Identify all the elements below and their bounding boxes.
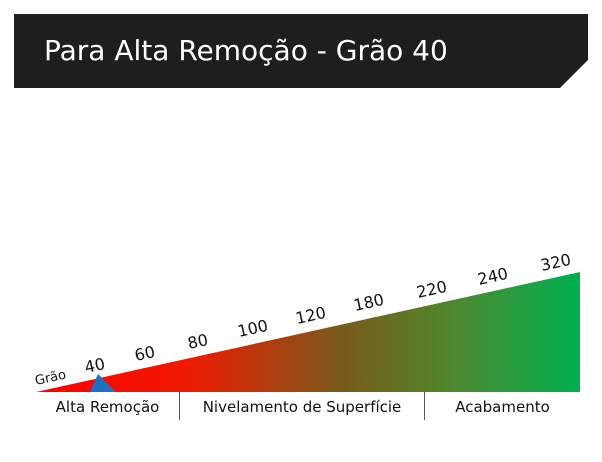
grit-label-320: 320 bbox=[539, 250, 573, 275]
grit-label-240: 240 bbox=[476, 264, 510, 289]
section-acabamento: Acabamento bbox=[455, 398, 550, 416]
section-nivelamento: Nivelamento de Superfície bbox=[202, 398, 402, 416]
section-divider bbox=[424, 392, 425, 420]
grit-label-120: 120 bbox=[294, 303, 328, 328]
section-divider bbox=[179, 392, 180, 420]
grit-label-180: 180 bbox=[352, 290, 386, 315]
grit-label-60: 60 bbox=[133, 342, 157, 365]
title-banner: Para Alta Remoção - Grão 40 bbox=[14, 14, 588, 88]
grit-label-80: 80 bbox=[186, 330, 210, 353]
grit-label-100: 100 bbox=[236, 316, 270, 341]
selected-grit-marker bbox=[90, 374, 116, 392]
section-alta-remocao: Alta Remoção bbox=[55, 398, 160, 416]
page-title: Para Alta Remoção - Grão 40 bbox=[44, 34, 448, 67]
stage-sections: Alta Remoção Nivelamento de Superfície A… bbox=[36, 392, 580, 422]
grit-label-220: 220 bbox=[415, 277, 449, 302]
grit-label-40: 40 bbox=[83, 354, 107, 377]
grit-gradient-wedge bbox=[36, 272, 580, 392]
grao-label: Grão bbox=[34, 368, 68, 389]
title-banner-shape bbox=[14, 14, 588, 88]
